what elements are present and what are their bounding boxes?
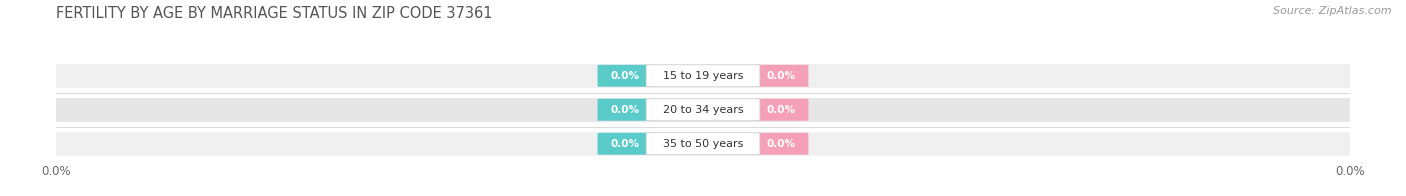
- Text: 35 to 50 years: 35 to 50 years: [662, 139, 744, 149]
- Text: 0.0%: 0.0%: [610, 105, 640, 115]
- Text: 0.0%: 0.0%: [766, 105, 796, 115]
- FancyBboxPatch shape: [647, 65, 759, 87]
- Text: 0.0%: 0.0%: [610, 139, 640, 149]
- FancyBboxPatch shape: [647, 133, 759, 155]
- FancyBboxPatch shape: [752, 133, 808, 155]
- Bar: [56, 98, 1350, 122]
- Bar: [56, 64, 1350, 88]
- FancyBboxPatch shape: [598, 133, 654, 155]
- Text: 20 to 34 years: 20 to 34 years: [662, 105, 744, 115]
- Text: 0.0%: 0.0%: [610, 71, 640, 81]
- Text: 0.0%: 0.0%: [766, 71, 796, 81]
- FancyBboxPatch shape: [647, 99, 759, 121]
- Text: FERTILITY BY AGE BY MARRIAGE STATUS IN ZIP CODE 37361: FERTILITY BY AGE BY MARRIAGE STATUS IN Z…: [56, 6, 492, 21]
- FancyBboxPatch shape: [598, 99, 654, 121]
- Text: Source: ZipAtlas.com: Source: ZipAtlas.com: [1274, 6, 1392, 16]
- Bar: [56, 132, 1350, 156]
- FancyBboxPatch shape: [598, 65, 654, 87]
- Text: 15 to 19 years: 15 to 19 years: [662, 71, 744, 81]
- FancyBboxPatch shape: [752, 65, 808, 87]
- FancyBboxPatch shape: [752, 99, 808, 121]
- Text: 0.0%: 0.0%: [766, 139, 796, 149]
